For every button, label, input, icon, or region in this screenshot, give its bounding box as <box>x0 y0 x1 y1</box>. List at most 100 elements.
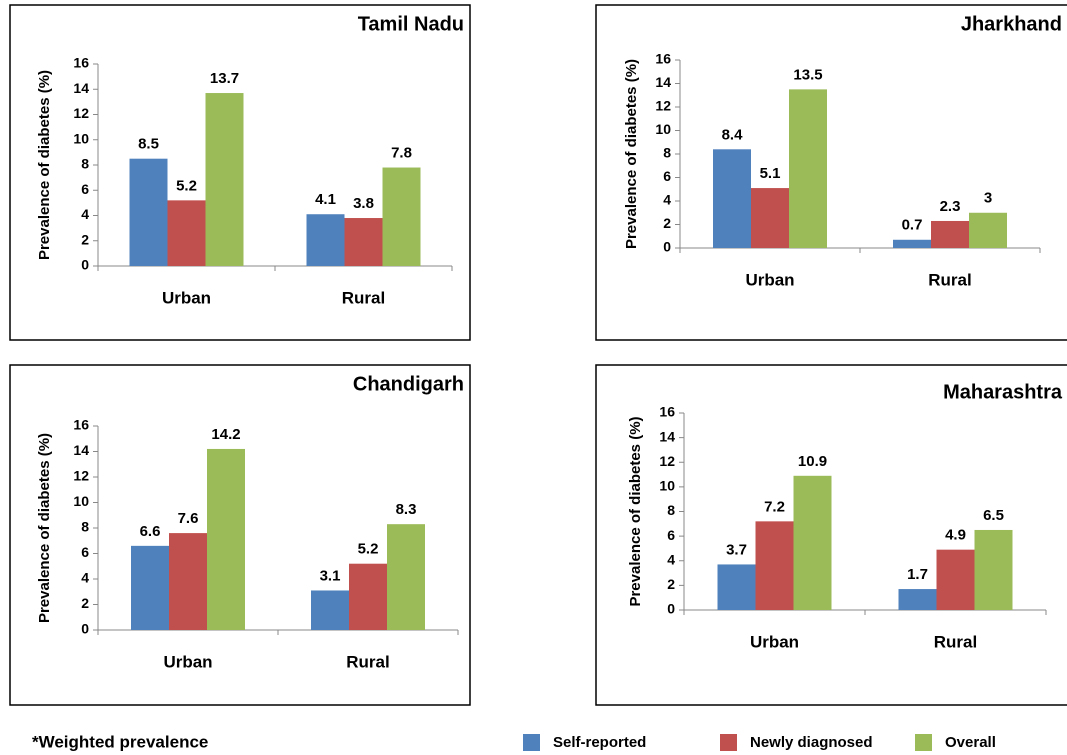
bar <box>167 200 206 266</box>
y-tick-label: 6 <box>667 527 675 543</box>
y-tick-label: 16 <box>659 404 675 420</box>
legend-label: Self-reported <box>553 734 646 751</box>
y-tick-label: 8 <box>663 145 671 161</box>
y-tick-label: 10 <box>73 493 89 509</box>
chart-title: Jharkhand <box>961 13 1062 35</box>
bar <box>344 218 383 266</box>
footnote: *Weighted prevalence <box>32 732 208 751</box>
y-axis-label: Prevalence of diabetes (%) <box>36 70 53 260</box>
value-label: 8.3 <box>396 501 417 518</box>
y-tick-label: 12 <box>73 105 89 121</box>
value-label: 4.9 <box>945 527 966 544</box>
legend-label: Overall <box>945 734 996 751</box>
value-label: 10.9 <box>798 453 827 470</box>
bar <box>717 564 756 610</box>
y-tick-label: 4 <box>81 570 89 586</box>
bar <box>713 149 751 248</box>
y-tick-label: 14 <box>73 80 89 96</box>
bar <box>898 589 937 610</box>
y-tick-label: 6 <box>81 544 89 560</box>
y-tick-label: 12 <box>655 98 671 114</box>
bar <box>207 448 245 630</box>
x-tick-label: Rural <box>928 270 971 289</box>
x-tick-label: Urban <box>745 270 794 289</box>
y-tick-label: 2 <box>81 595 89 611</box>
chart-title: Maharashtra <box>943 381 1063 403</box>
chart-title: Tamil Nadu <box>358 13 464 35</box>
value-label: 14.2 <box>211 426 240 443</box>
y-axis-label: Prevalence of diabetes (%) <box>36 433 53 623</box>
legend-swatch <box>915 734 932 751</box>
legend-swatch <box>720 734 737 751</box>
value-label: 7.2 <box>764 498 785 515</box>
bar <box>793 475 832 610</box>
y-tick-label: 16 <box>73 55 89 71</box>
value-label: 5.2 <box>176 177 197 194</box>
bar <box>129 158 168 266</box>
value-label: 3.1 <box>320 567 341 584</box>
y-tick-label: 6 <box>81 181 89 197</box>
value-label: 3.7 <box>726 541 747 558</box>
value-label: 7.8 <box>391 144 412 161</box>
bar <box>382 167 421 266</box>
value-label: 5.2 <box>358 541 379 558</box>
value-label: 6.5 <box>983 507 1004 524</box>
x-tick-label: Rural <box>342 288 385 307</box>
y-tick-label: 0 <box>81 621 89 637</box>
value-label: 2.3 <box>940 198 961 215</box>
y-tick-label: 10 <box>655 121 671 137</box>
y-tick-label: 0 <box>667 601 675 617</box>
value-label: 13.5 <box>793 66 822 83</box>
x-tick-label: Urban <box>163 652 212 671</box>
panel-frame <box>9 4 471 341</box>
panel-frame <box>9 364 471 706</box>
x-tick-label: Urban <box>750 632 799 651</box>
bar <box>974 529 1013 610</box>
bar <box>131 545 169 630</box>
y-tick-label: 12 <box>659 453 675 469</box>
y-tick-label: 0 <box>663 239 671 255</box>
bar <box>789 89 827 248</box>
y-tick-label: 10 <box>73 130 89 146</box>
bar <box>169 533 207 630</box>
y-tick-label: 2 <box>81 231 89 247</box>
bar <box>969 212 1007 248</box>
panel-frame <box>595 4 1067 341</box>
bar <box>306 214 345 266</box>
x-tick-label: Rural <box>934 632 977 651</box>
y-axis-label: Prevalence of diabetes (%) <box>627 416 644 606</box>
panel-frame <box>595 364 1067 706</box>
y-tick-label: 2 <box>667 576 675 592</box>
bar <box>349 563 387 630</box>
value-label: 8.4 <box>722 126 744 143</box>
y-tick-label: 14 <box>655 74 671 90</box>
y-tick-label: 14 <box>659 428 675 444</box>
y-tick-label: 12 <box>73 468 89 484</box>
value-label: 4.1 <box>315 191 336 208</box>
y-tick-label: 16 <box>655 51 671 67</box>
y-tick-label: 2 <box>663 215 671 231</box>
value-label: 3 <box>984 190 992 207</box>
bar <box>931 220 969 248</box>
legend-swatch <box>523 734 540 751</box>
chart-title: Chandigarh <box>353 373 464 395</box>
value-label: 0.7 <box>902 217 923 234</box>
y-tick-label: 8 <box>667 502 675 518</box>
y-axis-label: Prevalence of diabetes (%) <box>623 59 640 249</box>
value-label: 6.6 <box>140 523 161 540</box>
bar <box>751 188 789 248</box>
y-tick-label: 16 <box>73 417 89 433</box>
y-tick-label: 6 <box>663 168 671 184</box>
x-tick-label: Rural <box>346 652 389 671</box>
y-tick-label: 4 <box>667 551 675 567</box>
bar <box>936 549 975 610</box>
y-tick-label: 0 <box>81 257 89 273</box>
value-label: 1.7 <box>907 566 928 583</box>
value-label: 13.7 <box>210 70 239 87</box>
legend-label: Newly diagnosed <box>750 734 873 751</box>
value-label: 8.5 <box>138 136 159 153</box>
y-tick-label: 4 <box>81 206 89 222</box>
y-tick-label: 8 <box>81 519 89 535</box>
y-tick-label: 10 <box>659 478 675 494</box>
